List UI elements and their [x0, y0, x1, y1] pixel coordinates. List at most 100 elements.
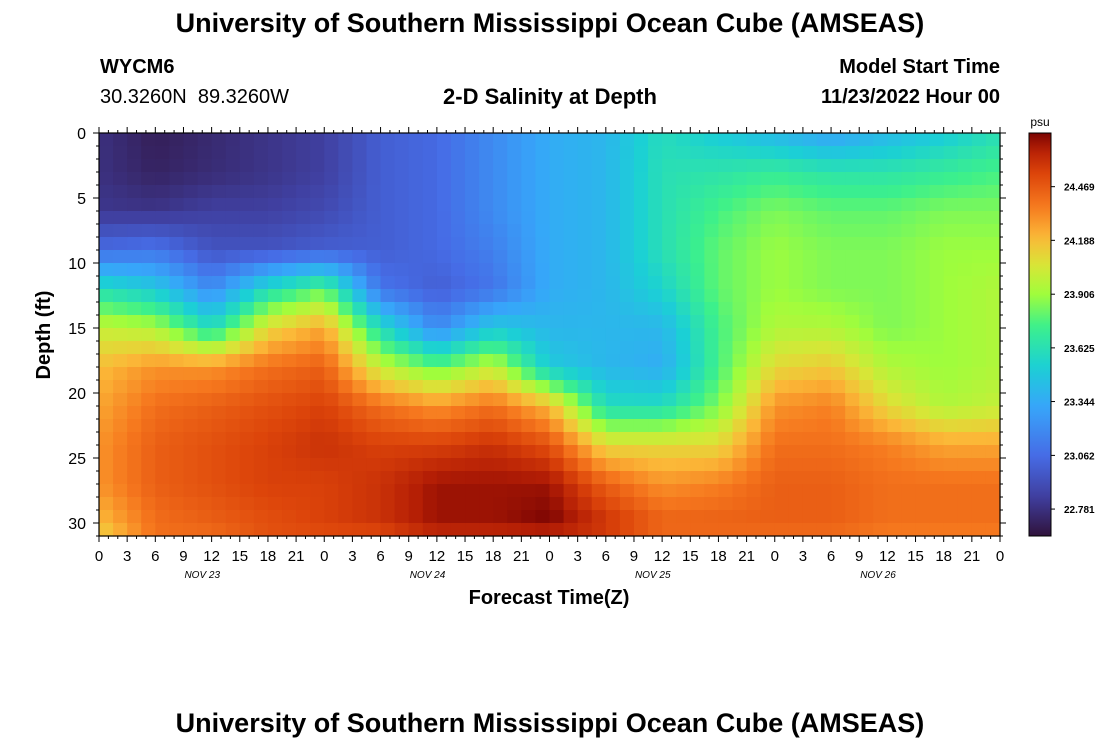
heatmap-cell [704, 315, 720, 329]
heatmap-cell [662, 263, 677, 277]
heatmap-cell [465, 484, 480, 498]
heatmap-cell [225, 445, 241, 459]
heatmap-cell [310, 315, 325, 329]
heatmap-cell [985, 341, 1001, 355]
heatmap-cell [197, 406, 213, 420]
heatmap-cell [507, 393, 522, 407]
heatmap-cell [704, 263, 720, 277]
y-tick-label: 15 [68, 321, 86, 338]
heatmap-cell [113, 458, 128, 472]
heatmap-cell [985, 276, 1001, 290]
heatmap-cell [450, 211, 466, 225]
heatmap-cell [141, 419, 156, 433]
heatmap-cell [197, 289, 213, 303]
heatmap-cell [479, 432, 494, 446]
heatmap-cell [183, 289, 199, 303]
heatmap-cell [831, 211, 846, 225]
heatmap-cell [648, 393, 663, 407]
heatmap-cell [338, 289, 354, 303]
heatmap-cell [985, 432, 1001, 446]
heatmap-cell [183, 146, 199, 160]
heatmap-cell [563, 445, 579, 459]
y-tick-label: 25 [68, 451, 86, 468]
heatmap-cell [169, 432, 185, 446]
heatmap-cell [479, 471, 494, 485]
heatmap-cell [732, 458, 748, 472]
heatmap-cell [690, 523, 705, 537]
heatmap-cell [422, 133, 438, 147]
heatmap-cell [169, 289, 185, 303]
heatmap-cell [732, 224, 748, 238]
heatmap-cell [690, 276, 705, 290]
heatmap-cell [169, 263, 185, 277]
heatmap-cell [507, 510, 522, 524]
heatmap-cell [479, 250, 494, 264]
heatmap-cell [267, 224, 283, 238]
y-tick-label: 0 [77, 126, 86, 143]
heatmap-cell [901, 146, 917, 160]
heatmap-cell [352, 198, 368, 212]
heatmap-cell [211, 445, 227, 459]
date-label: NOV 23 [184, 570, 220, 581]
heatmap-cell [267, 510, 283, 524]
heatmap-cell [605, 198, 621, 212]
x-tick-label: 18 [710, 548, 727, 565]
heatmap-cell [479, 497, 494, 511]
heatmap-cell [831, 458, 846, 472]
heatmap-cell [704, 289, 720, 303]
heatmap-cell [746, 432, 762, 446]
heatmap-cell [845, 224, 860, 238]
plot-title: 2-D Salinity at Depth [443, 84, 657, 109]
heatmap-cell [225, 302, 241, 316]
heatmap-cell [901, 263, 917, 277]
heatmap-cell [267, 159, 283, 173]
heatmap-cell [127, 289, 142, 303]
heatmap-cell [845, 159, 860, 173]
heatmap-cell [479, 523, 494, 537]
heatmap-cell [239, 185, 255, 199]
heatmap-cell [183, 224, 199, 238]
heatmap-cell [113, 276, 128, 290]
heatmap-cell [282, 263, 297, 277]
heatmap-cell [985, 289, 1001, 303]
heatmap-cell [943, 172, 959, 186]
heatmap-cell [690, 432, 705, 446]
heatmap-cell [394, 341, 410, 355]
heatmap-cell [943, 159, 959, 173]
heatmap-cell [338, 354, 354, 368]
heatmap-cell [239, 419, 255, 433]
heatmap-cell [676, 133, 691, 147]
heatmap-cell [197, 172, 213, 186]
heatmap-cell [155, 198, 170, 212]
heatmap-cell [774, 263, 790, 277]
colorbar-tick-label: 23.625 [1064, 344, 1095, 355]
heatmap-cell [155, 276, 170, 290]
heatmap-cell [197, 185, 213, 199]
heatmap-cell [211, 510, 227, 524]
heatmap-cell [901, 211, 917, 225]
heatmap-cell [408, 393, 424, 407]
heatmap-cell [591, 458, 607, 472]
heatmap-cell [704, 276, 720, 290]
heatmap-cell [282, 510, 297, 524]
heatmap-cell [732, 367, 748, 381]
heatmap-cell [366, 250, 382, 264]
heatmap-cell [718, 159, 734, 173]
heatmap-cell [394, 419, 410, 433]
heatmap-cell [535, 471, 551, 485]
heatmap-cell [746, 458, 762, 472]
x-tick-label: 15 [231, 548, 248, 565]
heatmap-cell [985, 510, 1001, 524]
heatmap-cell [591, 198, 607, 212]
heatmap-cell [943, 237, 959, 251]
heatmap-cell [718, 302, 734, 316]
heatmap-cell [422, 445, 438, 459]
heatmap-cell [352, 354, 368, 368]
heatmap-cell [943, 419, 959, 433]
heatmap-cell [605, 354, 621, 368]
heatmap-cell [619, 315, 635, 329]
heatmap-cell [831, 172, 846, 186]
heatmap-cell [648, 211, 663, 225]
heatmap-cell [788, 263, 804, 277]
heatmap-cell [296, 250, 311, 264]
